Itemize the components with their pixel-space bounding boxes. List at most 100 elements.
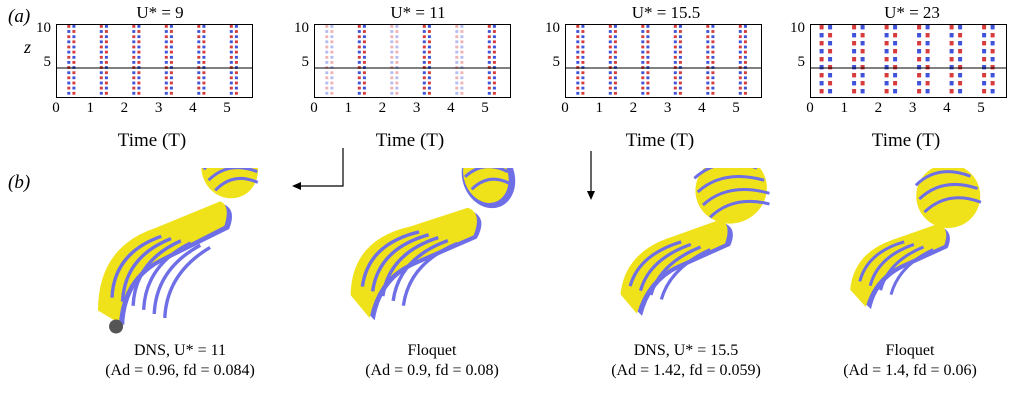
stripe-cell xyxy=(990,89,995,94)
space-time-plot-2 xyxy=(314,24,511,98)
stripe-cell xyxy=(925,81,930,86)
stripe-cell xyxy=(330,30,334,33)
stripe-cell xyxy=(673,40,677,44)
stripe-cell xyxy=(455,61,459,64)
stripe-cell xyxy=(949,73,954,78)
stripe-cell xyxy=(917,89,922,94)
stripe-cell xyxy=(738,40,742,44)
stripe-cell xyxy=(641,71,645,75)
stripe-cell xyxy=(67,66,71,69)
stripe-cell xyxy=(646,55,650,59)
stripe-cell xyxy=(197,45,201,49)
stripe-cell xyxy=(234,45,238,49)
stripe-cell xyxy=(711,91,715,95)
stripe-cell xyxy=(395,81,399,85)
stripe-cell xyxy=(422,55,426,59)
stripe-cell xyxy=(72,66,76,69)
stripe-cell xyxy=(169,50,173,54)
stripe-cell xyxy=(169,86,173,90)
stripe-cell xyxy=(641,25,645,28)
stripe-cell xyxy=(492,71,496,75)
stripe-cell xyxy=(137,55,141,59)
stripe-cell xyxy=(893,33,898,38)
stripe-cell xyxy=(893,25,898,30)
stripe-cell xyxy=(67,35,71,39)
stripe-cell xyxy=(860,49,865,54)
stripe-cell xyxy=(362,66,366,69)
stripe-cell xyxy=(925,73,930,78)
xtick-label: 4 xyxy=(447,100,455,116)
stripe-cell xyxy=(460,91,464,95)
stripe-cell xyxy=(202,55,206,59)
stripe-cell xyxy=(819,81,824,86)
stripe-cell xyxy=(104,66,108,69)
stripe-cell xyxy=(581,35,585,39)
stripe-cell xyxy=(917,81,922,86)
stripe-cell xyxy=(390,40,394,44)
stripe-cell xyxy=(202,35,206,39)
stripe-cell xyxy=(819,49,824,54)
stripe-cell xyxy=(325,66,329,69)
stripe-cell xyxy=(852,73,857,78)
stripe-cell xyxy=(613,91,617,95)
stripe-cell xyxy=(67,45,71,49)
stripe-cell xyxy=(743,91,747,95)
stripe-cell xyxy=(325,25,329,28)
stripe-cell xyxy=(678,25,682,28)
stripe-cell xyxy=(67,61,71,64)
stripe-cell xyxy=(164,91,168,95)
stripe-cell xyxy=(427,66,431,69)
stripe-cell xyxy=(234,81,238,85)
stripe-cell xyxy=(673,30,677,33)
stripe-cell xyxy=(743,66,747,69)
stripe-cell xyxy=(234,55,238,59)
xtick-label: 5 xyxy=(481,100,489,116)
stripe-cell xyxy=(925,57,930,62)
stripe-cell xyxy=(137,71,141,75)
stripe-cell xyxy=(646,45,650,49)
stripe-cell xyxy=(357,76,361,80)
stripe-cell xyxy=(72,55,76,59)
stripe-cell xyxy=(581,76,585,80)
stripe-cell xyxy=(390,66,394,69)
stripe-cell xyxy=(925,33,930,38)
stripe-cell xyxy=(229,86,233,90)
xlabel-plot-1: Time (T) xyxy=(117,130,187,151)
stripe-cell xyxy=(330,25,334,28)
stripe-cell xyxy=(330,40,334,44)
stripe-cell xyxy=(325,30,329,33)
stripe-cell xyxy=(325,76,329,80)
stripe-cell xyxy=(487,91,491,95)
stripe-cell xyxy=(949,81,954,86)
stripe-cell xyxy=(949,33,954,38)
stripe-cell xyxy=(487,50,491,54)
stripe-cell xyxy=(852,57,857,62)
caption-line2: (Ad = 0.96, fd = 0.084) xyxy=(105,362,255,379)
stripe-cell xyxy=(395,91,399,95)
stripe-cell xyxy=(917,65,922,70)
stripe-cell xyxy=(884,65,889,70)
stripe-cell xyxy=(706,61,710,64)
stripe-cell xyxy=(711,35,715,39)
stripe-cell xyxy=(104,25,108,28)
stripe-cell xyxy=(581,25,585,28)
stripe-cell xyxy=(104,50,108,54)
stripe-cell xyxy=(706,35,710,39)
stripe-cell xyxy=(613,71,617,75)
stripe-cell xyxy=(395,45,399,49)
stripe-cell xyxy=(487,71,491,75)
stripe-cell xyxy=(362,91,366,95)
stripe-cell xyxy=(678,76,682,80)
stripe-cell xyxy=(169,61,173,64)
stripe-cell xyxy=(678,50,682,54)
stripe-cell xyxy=(72,91,76,95)
stripe-cell xyxy=(325,81,329,85)
stripe-cell xyxy=(104,81,108,85)
stripe-cell xyxy=(678,35,682,39)
stripe-cell xyxy=(422,91,426,95)
stripe-cell xyxy=(357,45,361,49)
ytick-10-plot2: 10 xyxy=(294,20,309,36)
stripe-cell xyxy=(132,91,136,95)
stripe-cell xyxy=(72,81,76,85)
stripe-cell xyxy=(673,81,677,85)
